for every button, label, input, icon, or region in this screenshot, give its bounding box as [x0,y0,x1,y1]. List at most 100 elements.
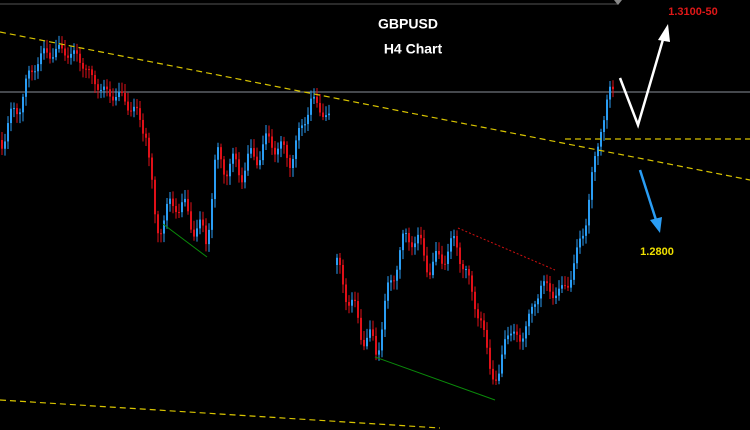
candle-body [49,52,51,59]
candle-body [58,44,60,49]
candle-body [597,146,599,157]
candle-body [316,96,318,103]
candle-body [244,170,246,183]
candle-body [103,86,105,90]
down-arrow [638,169,658,221]
candle-body [4,141,6,149]
candle-body [342,264,344,285]
candle-body [420,234,422,239]
candle-body [543,281,545,286]
candle-body [304,124,306,126]
candle-body [217,147,219,160]
candle-body [567,285,569,288]
candle-body [516,331,518,335]
candle-body [109,89,111,97]
candle-body [289,157,291,169]
candle-body [283,141,285,145]
candle-body [528,313,530,327]
candle-body [432,261,434,276]
candle-body [447,251,449,264]
candle-body [76,50,78,54]
candle-body [145,133,147,138]
candle-body [130,110,132,112]
candle-body [184,198,186,203]
candle-body [456,236,458,248]
candle-body [372,329,374,336]
target-down: 1.2800 [640,246,674,258]
candle-body [504,339,506,355]
candle-body [348,302,350,306]
candle-body [100,89,102,91]
candle-body [97,84,99,90]
candle-body [441,254,443,264]
candle-body [483,320,485,330]
red-trendline [457,227,556,271]
candle-body [489,347,491,369]
candle-body [366,337,368,347]
candle-body [471,275,473,292]
candle-body [259,160,261,166]
candle-body [375,335,377,355]
candle-body [25,78,27,97]
candle-body [307,114,309,125]
candle-body [232,153,234,164]
candle-body [199,219,201,229]
candle-body [606,99,608,121]
candle-body [247,153,249,171]
candle-body [411,242,413,248]
candle-body [238,159,240,176]
candle-body [378,350,380,355]
candle-body [435,251,437,262]
candle-body [124,92,126,102]
candle-body [256,156,258,166]
candle-body [160,233,162,235]
down-arrowhead [650,217,662,233]
candle-body [202,219,204,226]
candle-body [181,202,183,213]
candle-body [67,55,69,58]
candle-body [558,288,560,296]
candle-body [70,53,72,58]
candle-body [40,53,42,65]
candle-body [229,163,231,177]
candle-body [280,141,282,149]
candle-body [127,101,129,111]
candle-body [459,247,461,265]
candle-body [423,238,425,256]
candle-body [1,140,3,149]
candle-body [417,234,419,244]
candle-body [136,106,138,109]
candle-body [151,157,153,180]
candle-body [223,159,225,175]
candle-body [94,75,96,85]
candle-body [328,113,330,116]
candle-body [480,318,482,321]
candle-body [345,284,347,303]
candle-body [492,368,494,380]
candle-body [444,263,446,265]
candle-body [172,198,174,207]
candle-body [603,120,605,133]
candle-body [462,264,464,270]
candle-body [214,159,216,200]
candle-body [64,48,66,56]
candle-body [387,282,389,301]
candle-body [253,148,255,157]
candle-body [507,335,509,340]
candle-body [46,48,48,53]
candle-body [298,128,300,141]
candle-body [235,153,237,160]
candle-body [540,285,542,299]
candle-body [322,112,324,118]
upper-trendline [0,31,750,181]
candle-body [363,339,365,347]
candle-body [208,229,210,245]
candle-body [594,156,596,173]
candle-body [139,108,141,120]
candle-body [106,86,108,90]
target-up: 1.3100-50 [668,6,718,18]
candle-body [402,233,404,251]
candle-body [220,147,222,160]
lower-trendline [0,399,441,429]
